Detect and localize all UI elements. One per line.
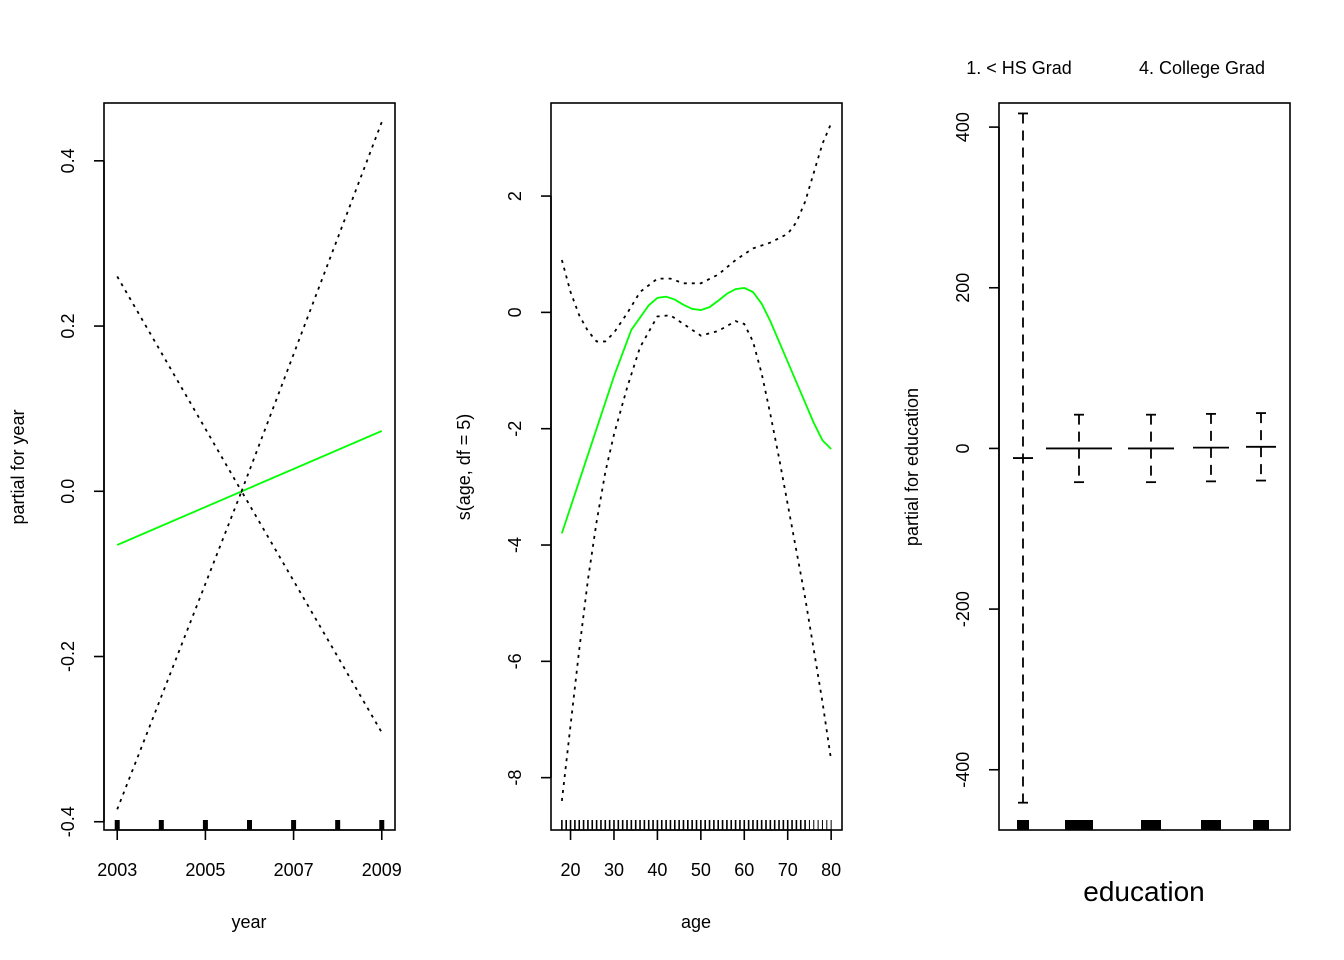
year-plot-frame bbox=[103, 102, 396, 831]
rug-mark bbox=[1065, 820, 1093, 830]
rug-mark bbox=[114, 820, 120, 830]
y-tick-label: -4 bbox=[505, 537, 525, 553]
age-y-axis-title: s(age, df = 5) bbox=[454, 414, 474, 521]
rug-mark bbox=[335, 820, 341, 830]
year-panel: 2003 2005 2007 2009 -0.4 -0.2 0.0 0.2 0.4 year p… bbox=[8, 102, 402, 932]
y-tick-label: 0.2 bbox=[58, 314, 78, 339]
education-level-label-4: 4. College Grad bbox=[1139, 58, 1265, 78]
y-tick-label: 0 bbox=[953, 443, 973, 453]
y-tick-label: 2 bbox=[505, 191, 525, 201]
rug-mark bbox=[1201, 820, 1221, 830]
y-tick-label: -0.4 bbox=[58, 806, 78, 837]
y-tick-label: -0.2 bbox=[58, 641, 78, 672]
y-tick-label: -8 bbox=[505, 770, 525, 786]
age-x-axis-title: age bbox=[681, 912, 711, 932]
x-tick-label: 20 bbox=[561, 860, 581, 880]
y-tick-label: 0 bbox=[505, 307, 525, 317]
education-rug bbox=[1017, 820, 1269, 830]
x-tick-label: 70 bbox=[778, 860, 798, 880]
year-x-axis-title: year bbox=[231, 912, 266, 932]
education-y-axis-title: partial for education bbox=[902, 388, 922, 546]
x-tick-label: 30 bbox=[604, 860, 624, 880]
y-tick-label: 0.4 bbox=[58, 148, 78, 173]
rug-mark bbox=[1141, 820, 1161, 830]
confidence-band-upper bbox=[116, 121, 383, 494]
rug-mark bbox=[379, 820, 385, 830]
rug-mark bbox=[1253, 820, 1269, 830]
confidence-band-lower bbox=[116, 489, 383, 810]
x-tick-label: 2005 bbox=[185, 860, 225, 880]
y-tick-label: 0.0 bbox=[58, 479, 78, 504]
education-axis-ticks: -400 -200 0 200 400 bbox=[953, 112, 1000, 788]
education-x-axis-title: education bbox=[1083, 876, 1204, 907]
education-error-bars bbox=[1013, 112, 1276, 804]
y-tick-label: 400 bbox=[953, 112, 973, 142]
rug-mark bbox=[1017, 820, 1029, 830]
rug-mark bbox=[202, 820, 208, 830]
year-axis-ticks: 2003 2005 2007 2009 -0.4 -0.2 0.0 0.2 0.4 bbox=[58, 148, 402, 880]
year-rug bbox=[114, 820, 385, 830]
rug-mark bbox=[158, 820, 164, 830]
x-tick-label: 40 bbox=[647, 860, 667, 880]
x-tick-label: 80 bbox=[821, 860, 841, 880]
education-plot-frame bbox=[998, 102, 1291, 831]
y-tick-label: -200 bbox=[953, 591, 973, 627]
x-tick-label: 50 bbox=[691, 860, 711, 880]
fit-curve bbox=[116, 430, 383, 546]
y-tick-label: -2 bbox=[505, 421, 525, 437]
rug-mark bbox=[291, 820, 297, 830]
rug-mark bbox=[247, 820, 252, 830]
year-curves bbox=[116, 121, 383, 810]
fit-curve bbox=[561, 287, 832, 534]
age-plot-frame bbox=[550, 102, 843, 831]
x-tick-label: 60 bbox=[734, 860, 754, 880]
age-rug bbox=[561, 820, 832, 830]
y-tick-label: -6 bbox=[505, 653, 525, 669]
education-level-label-1: 1. < HS Grad bbox=[966, 58, 1072, 78]
education-panel: -400 -200 0 200 400 1. < HS Grad 4. College … bbox=[902, 58, 1291, 907]
confidence-band-lower bbox=[560, 314, 833, 802]
age-axis-ticks: 20 30 40 50 60 70 80 -8 -6 -4 -2 0 2 bbox=[505, 191, 841, 880]
age-curves bbox=[560, 123, 833, 802]
year-y-axis-title: partial for year bbox=[8, 409, 28, 524]
x-tick-label: 2009 bbox=[362, 860, 402, 880]
y-tick-label: -400 bbox=[953, 752, 973, 788]
y-tick-label: 200 bbox=[953, 273, 973, 303]
x-tick-label: 2003 bbox=[97, 860, 137, 880]
age-panel: 20 30 40 50 60 70 80 -8 -6 -4 -2 0 2 age s(age, df =… bbox=[454, 102, 843, 932]
x-tick-label: 2007 bbox=[274, 860, 314, 880]
